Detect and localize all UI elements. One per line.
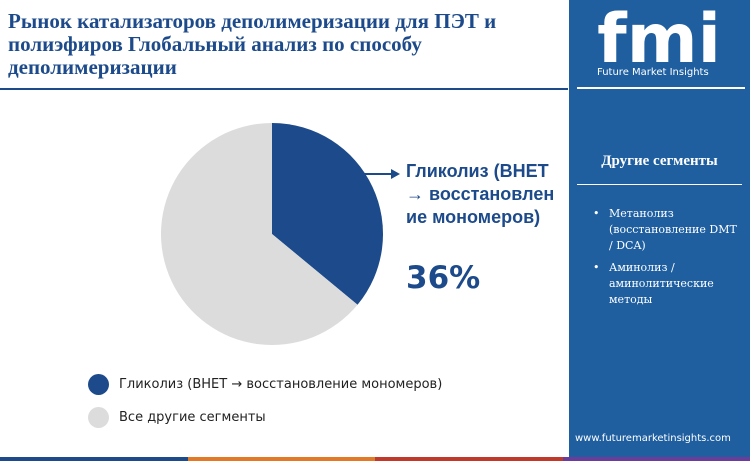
pie-slice-other (161, 123, 358, 345)
bottom-bar-segment (375, 457, 563, 461)
title-underline (0, 88, 568, 90)
callout-label: Гликолиз (BHET → восстановление мономеро… (406, 161, 555, 227)
sidebar-heading: Другие сегменты (601, 153, 718, 169)
logo-text: fmi (597, 6, 721, 68)
other-segments-list: • Метанолиз (восстановление DMT / DCA) •… (591, 206, 741, 314)
logo-subtitle: Future Market Insights (597, 67, 709, 78)
legend-item-other: Все другие сегменты (88, 405, 442, 429)
pie-slice-glycolysis (272, 123, 383, 305)
list-item: • Метанолиз (восстановление DMT / DCA) (591, 206, 741, 254)
pie-chart (161, 123, 400, 345)
list-item: • Аминолиз / аминолитические методы (591, 260, 741, 308)
sidebar: fmi Future Market Insights Другие сегмен… (569, 0, 750, 461)
legend-label-glycolysis: Гликолиз (BHET → восстановление мономеро… (119, 376, 443, 392)
legend-label-other: Все другие сегменты (119, 409, 266, 425)
bottom-bar-segment (187, 457, 375, 461)
bottom-bar-segment (562, 457, 750, 461)
segment-methanolysis: Метанолиз (восстановление DMT / DCA) (609, 207, 737, 252)
legend-swatch-other (88, 406, 109, 428)
legend-item-glycolysis: Гликолиз (BHET → восстановление мономеро… (88, 372, 442, 396)
callout-value: 36% (406, 260, 481, 296)
segment-aminolysis: Аминолиз / аминолитические методы (609, 261, 714, 306)
legend-swatch-glycolysis (88, 373, 109, 395)
callout-arrowhead (391, 169, 400, 179)
bottom-bar-segment (0, 457, 188, 461)
website-link[interactable]: www.futuremarketinsights.com (575, 433, 731, 444)
logo-divider (577, 87, 745, 89)
bottom-color-bar (0, 457, 750, 461)
bullet-icon: • (593, 207, 600, 220)
page-title: Рынок катализаторов деполимеризации для … (8, 9, 497, 79)
legend: Гликолиз (BHET → восстановление мономеро… (88, 372, 442, 438)
bullet-icon: • (593, 261, 600, 274)
fmi-logo: fmi (597, 6, 721, 68)
sidebar-divider (577, 184, 742, 185)
